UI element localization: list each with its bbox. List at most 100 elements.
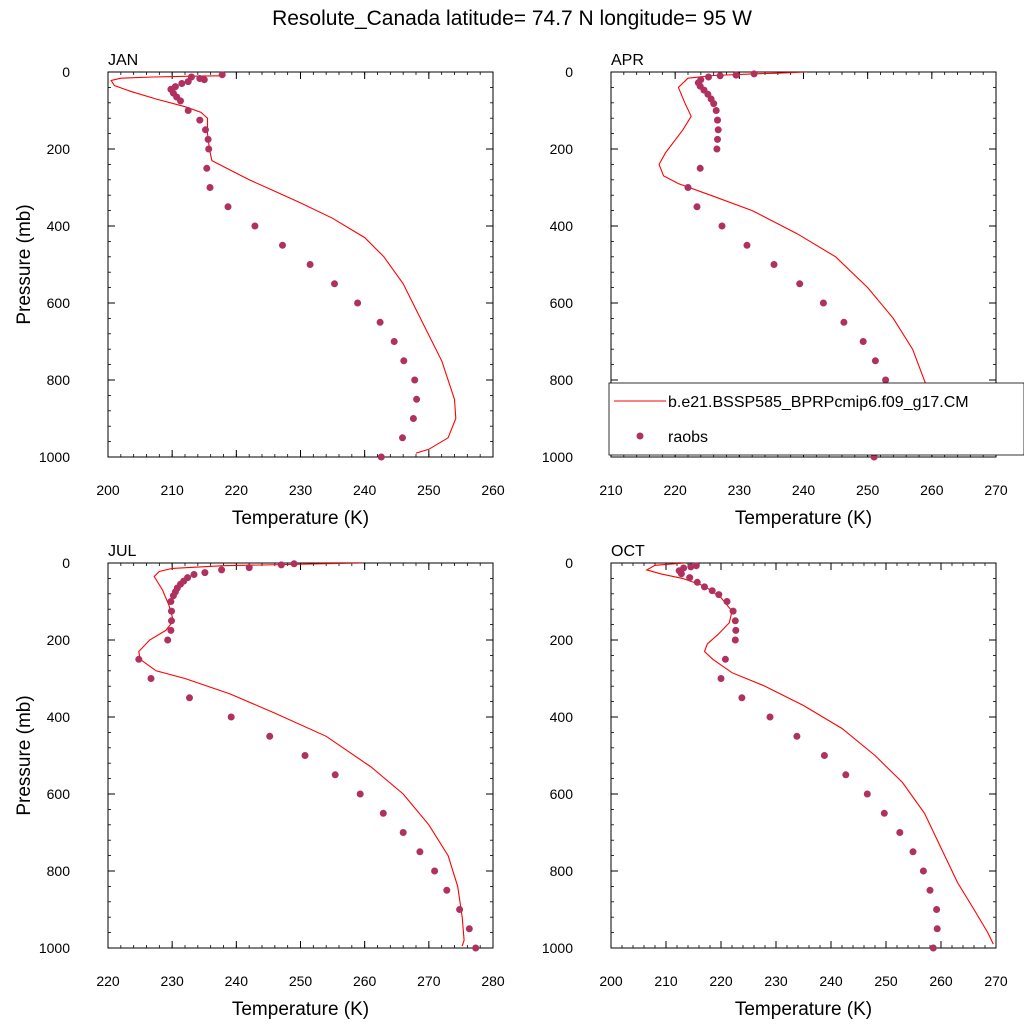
- obs-point: [926, 886, 934, 894]
- obs-point: [331, 771, 339, 779]
- obs-point: [377, 453, 385, 461]
- obs-point: [718, 222, 726, 230]
- obs-point: [693, 578, 701, 586]
- model-line-oct: [645, 563, 994, 945]
- y-tick-label: 0: [565, 555, 573, 571]
- y-tick-label: 800: [550, 863, 574, 879]
- obs-point: [712, 107, 720, 114]
- obs-point: [929, 944, 937, 952]
- obs-point: [147, 675, 155, 682]
- x-tick-label: 230: [728, 482, 752, 498]
- obs-point: [167, 626, 175, 634]
- obs-point: [266, 732, 274, 740]
- obs-point: [204, 135, 212, 143]
- obs-point: [723, 598, 731, 605]
- y-tick-label: 200: [550, 632, 574, 648]
- y-tick-label: 800: [47, 372, 71, 388]
- x-tick-label: 240: [792, 482, 816, 498]
- obs-point: [933, 925, 941, 933]
- obs-point: [202, 126, 209, 134]
- obs-point: [896, 829, 904, 836]
- obs-point: [400, 357, 408, 365]
- obs-point: [731, 617, 739, 625]
- obs-point: [693, 203, 701, 211]
- obs-point: [168, 617, 175, 625]
- obs-point: [203, 164, 211, 172]
- obs-point: [224, 203, 232, 211]
- obs-point: [431, 867, 439, 875]
- obs-point: [909, 848, 917, 856]
- obs-point: [413, 395, 421, 403]
- model-line-jan: [110, 75, 457, 454]
- obs-point: [750, 70, 758, 78]
- obs-point: [705, 73, 712, 81]
- obs-point: [196, 75, 204, 82]
- obs-point: [686, 574, 694, 582]
- plot-frame-oct: [610, 562, 997, 949]
- obs-point: [411, 376, 419, 384]
- obs-point: [721, 655, 729, 663]
- x-tick-label: 230: [764, 973, 788, 989]
- obs-point: [732, 626, 740, 634]
- obs-point: [710, 100, 718, 108]
- panels: JAN 200 210 220 230 240 250 260 0 200 400 600 800 100…: [14, 52, 1008, 1020]
- y-tick-label: 600: [550, 786, 574, 802]
- obs-point: [713, 145, 721, 153]
- obs-point: [178, 80, 186, 87]
- obs-point: [859, 338, 867, 345]
- obs-point: [168, 607, 175, 615]
- y-tick-label: 200: [47, 141, 71, 157]
- obs-point: [919, 867, 927, 875]
- legend: b.e21.BSSP585_BPRPcmip6.f09_g17.CM raobs: [608, 382, 1024, 456]
- panel-label-oct: OCT: [611, 543, 645, 560]
- y-tick-label: 1000: [39, 940, 70, 956]
- obs-point: [732, 71, 740, 79]
- obs-point: [715, 591, 723, 599]
- obs-point: [456, 906, 464, 913]
- x-axis-label: Temperature (K): [232, 508, 369, 529]
- legend-box: [608, 382, 1024, 456]
- x-tick-label: 270: [984, 973, 1008, 989]
- obs-point: [184, 78, 192, 86]
- x-tick-label: 250: [856, 482, 880, 498]
- obs-point: [472, 944, 480, 952]
- y-tick-label: 400: [47, 218, 71, 234]
- obs-point: [227, 713, 235, 721]
- x-tick-label: 250: [417, 482, 441, 498]
- obs-point: [277, 561, 285, 569]
- obs-point: [201, 569, 209, 577]
- obs-point: [331, 280, 338, 288]
- obs-point: [218, 566, 226, 574]
- x-tick-label: 220: [96, 973, 120, 989]
- obs-point: [177, 97, 184, 105]
- x-tick-label: 210: [654, 973, 678, 989]
- obs-point: [840, 318, 848, 326]
- obs-point: [687, 563, 695, 571]
- x-tick-label: 260: [481, 482, 505, 498]
- obs-point: [796, 280, 804, 288]
- obs-point: [933, 906, 941, 913]
- obs-point: [880, 809, 888, 817]
- obs-point: [842, 771, 850, 779]
- x-tick-label: 250: [289, 973, 313, 989]
- obs-point: [871, 357, 879, 365]
- x-tick-label: 210: [599, 482, 623, 498]
- obs-point: [301, 752, 309, 759]
- obs-point: [279, 241, 286, 249]
- obs-point: [167, 598, 175, 605]
- x-tick-label: 230: [289, 482, 313, 498]
- obs-point: [731, 636, 739, 644]
- obs-point: [306, 261, 314, 268]
- x-tick-label: 220: [663, 482, 687, 498]
- x-tick-label: 240: [225, 973, 249, 989]
- plot-frame-jan: [107, 71, 494, 458]
- y-tick-label: 800: [550, 372, 574, 388]
- x-tick-label: 260: [929, 973, 953, 989]
- y-tick-label: 400: [47, 709, 71, 725]
- y-tick-label: 400: [550, 218, 574, 234]
- obs-point: [409, 415, 417, 422]
- figure-title: Resolute_Canada latitude= 74.7 N longitu…: [272, 7, 752, 30]
- y-tick-label: 1000: [39, 449, 70, 465]
- obs-point: [169, 592, 177, 600]
